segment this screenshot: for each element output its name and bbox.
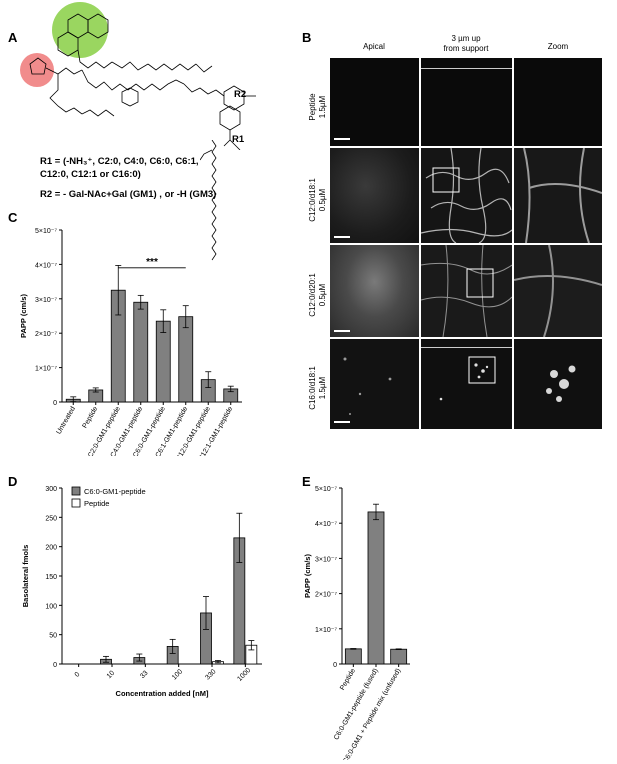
col-head-from-support: from support [443, 44, 489, 53]
legend-swatch [71, 498, 81, 508]
x-tick-label: 10 [106, 670, 117, 681]
row-label-peptide: Peptide 1.5µM [308, 93, 327, 121]
bar [344, 648, 362, 665]
scale-bar [334, 330, 350, 332]
structure-bonds [29, 13, 256, 150]
r2-label: R2 [234, 89, 247, 100]
y-tick-label: 1×10⁻⁷ [315, 627, 337, 634]
x-axis-label: Concentration added [nM] [116, 689, 209, 698]
col-head-zoom: Zoom [547, 42, 569, 51]
y-tick-label: 50 [49, 633, 57, 640]
micro-c12d20-3um [421, 245, 512, 337]
chart-d: 0 50 100 150 200 250 300 Basolateral fmols 0 10 33… [21, 486, 262, 698]
micro-c12d20-zoom [514, 245, 602, 337]
bar [367, 511, 385, 665]
micro-peptide-zoom [514, 58, 602, 146]
micro-c16d18-3um [421, 339, 512, 429]
micro-peptide-3um [421, 58, 512, 146]
y-tick-label: 5×10⁻⁷ [35, 228, 57, 235]
micro-c12d18-3um [421, 148, 512, 243]
y-tick-label: 4×10⁻⁷ [35, 262, 57, 269]
y-tick-label: 4×10⁻⁷ [315, 521, 337, 528]
legend-label: Peptide [84, 499, 109, 508]
legend-swatch [71, 486, 81, 496]
y-tick-label: 3×10⁻⁷ [315, 556, 337, 563]
bar [178, 316, 194, 403]
bar [155, 320, 171, 403]
y-tick-label: 5×10⁻⁷ [315, 486, 337, 493]
y-tick-label: 0 [53, 400, 57, 407]
panel-letter-a: A [8, 30, 18, 45]
y-tick-label: 0 [53, 662, 57, 669]
row-label-c16d18: C16:0/d18:1 1.5µM [308, 366, 327, 410]
r1-definition-line1: R1 = (-NH₃⁺, C2:0, C4:0, C6:0, C6:1, [40, 156, 199, 167]
bar [133, 301, 149, 403]
x-tick-label: Peptide [339, 667, 357, 691]
y-axis-label: PAPP (cm/s) [19, 294, 28, 338]
x-tick-label: 100 [171, 668, 184, 681]
y-tick-label: 1×10⁻⁷ [35, 366, 57, 373]
y-tick-label: 200 [45, 545, 57, 552]
r1-definition-line2: C12:0, C12:1 or C16:0) [40, 169, 141, 180]
panel-letter-e: E [302, 474, 311, 489]
panel-letter-d: D [8, 474, 18, 489]
y-tick-label: 100 [45, 603, 57, 610]
scale-bar [334, 138, 350, 140]
scale-bar [334, 236, 350, 238]
r1-label: R1 [232, 134, 245, 145]
col-head-apical: Apical [363, 42, 385, 51]
x-tick-label: 33 [139, 670, 150, 681]
micro-c12d20-apical [330, 245, 419, 337]
y-axis-label: PAPP (cm/s) [303, 554, 312, 598]
y-tick-label: 150 [45, 574, 57, 581]
legend-label: C6:0-GM1-peptide [84, 487, 146, 496]
x-tick-label: 330 [204, 668, 217, 681]
y-tick-label: 2×10⁻⁷ [35, 331, 57, 338]
x-tick-label: 1000 [236, 667, 252, 683]
chart-c: 0 1×10⁻⁷ 2×10⁻⁷ 3×10⁻⁷ 4×10⁻⁷ 5×10⁻⁷ PAPP (cm/… [19, 228, 242, 456]
significance-label: *** [146, 257, 158, 268]
y-tick-label: 2×10⁻⁷ [315, 592, 337, 599]
red-circle [20, 53, 54, 87]
x-tick-label: C6:0-GM1-peptide (fused) [333, 668, 380, 742]
y-axis-label: Basolateral fmols [21, 545, 30, 608]
green-circle [52, 2, 108, 58]
panel-letter-c: C [8, 210, 18, 225]
col-head-3um: 3 µm up [451, 34, 481, 43]
micro-c16d18-apical [330, 339, 419, 429]
y-tick-label: 0 [333, 662, 337, 669]
r2-definition: R2 = - Gal-NAc+Gal (GM1) , or -H (GM3) [40, 189, 217, 200]
micro-c12d18-apical [330, 148, 419, 243]
micro-c16d18-zoom [514, 339, 602, 429]
chemical-structure [20, 2, 256, 150]
x-tick-label: Peptide [82, 405, 100, 429]
chart-e: 0 1×10⁻⁷ 2×10⁻⁷ 3×10⁻⁷ 4×10⁻⁷ 5×10⁻⁷ PAPP (cm/… [303, 486, 410, 760]
bar [390, 648, 408, 665]
y-tick-label: 300 [45, 486, 57, 493]
x-tick-label: 0 [74, 671, 82, 679]
micro-c12d18-zoom [514, 148, 602, 243]
row-label-c12d18: C12:0/d18:1 0.5µM [308, 178, 327, 222]
x-tick-label: Untreated [56, 405, 77, 435]
scale-bar [334, 421, 350, 423]
row-label-c12d20: C12:0/d20:1 0.5µM [308, 273, 327, 317]
y-tick-label: 3×10⁻⁷ [35, 297, 57, 304]
lipid-tail [200, 140, 217, 261]
y-tick-label: 250 [45, 515, 57, 522]
micro-peptide-apical [330, 58, 419, 146]
panel-letter-b: B [302, 30, 312, 45]
